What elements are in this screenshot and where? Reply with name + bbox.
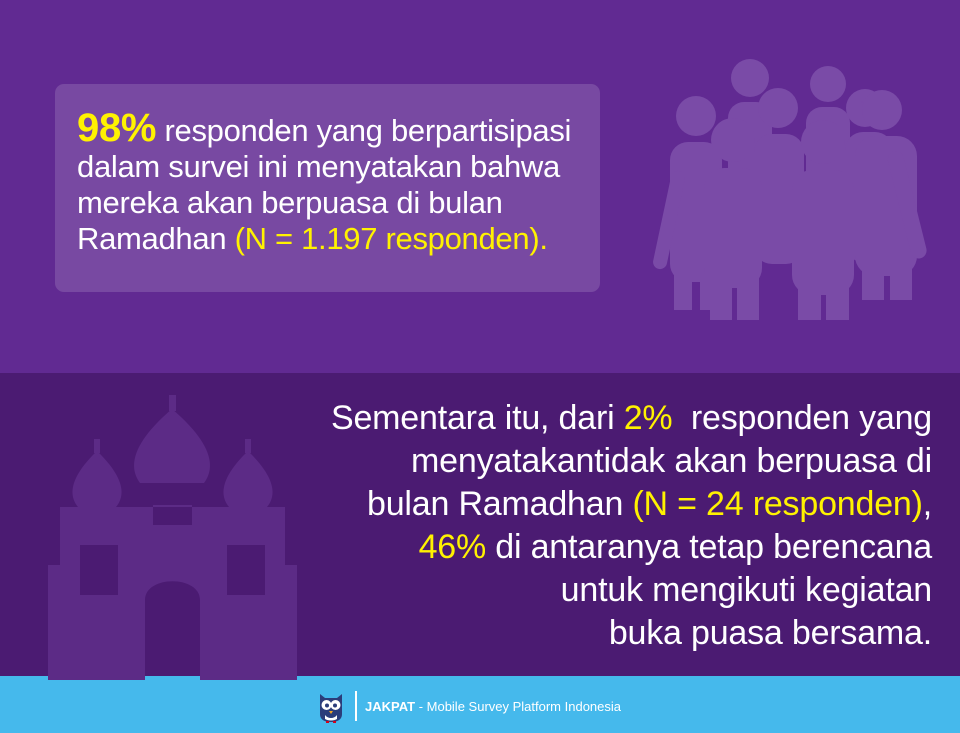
people-group-icon (653, 59, 927, 320)
footer-branding: JAKPAT - Mobile Survey Platform Indonesi… (315, 688, 621, 724)
mosque-icon (48, 395, 297, 680)
bottom-line-3-text-a: bulan Ramadhan (367, 485, 633, 523)
stat-description: responden yang berpartisipasi dalam surv… (77, 113, 572, 256)
bottom-line-5: untuk mengikuti kegiatan (560, 571, 933, 609)
bottom-line-1: Sementara itu, dari 2% responden yang (232, 397, 932, 440)
bottom-sample-size: (N = 24 responden) (632, 485, 923, 523)
bottom-line-1-text-b: responden yang (672, 399, 932, 437)
footer-divider (355, 691, 357, 721)
owl-logo-icon (320, 694, 342, 723)
footer-bar (0, 676, 960, 733)
bottom-percent-2: 2% (623, 399, 673, 437)
bottom-line-4: 46% di antaranya tetap berencana (232, 526, 933, 569)
bottom-paragraph: Sementara itu, dari 2% responden yang me… (232, 397, 932, 655)
stat-paragraph: 98% responden yang berpartisipasi dalam … (77, 108, 580, 257)
bottom-line-3-comma: , (922, 485, 932, 523)
stat-percent: 98% (77, 106, 157, 150)
bottom-line-2: menyatakantidak akan berpuasa di (411, 442, 932, 480)
bottom-percent-46: 46% (418, 528, 487, 566)
bottom-line-1-text-a: Sementara itu, dari (330, 399, 624, 437)
bottom-line-4-text: di antaranya tetap berencana (486, 528, 932, 566)
bottom-line-3: bulan Ramadhan (N = 24 responden), (232, 483, 932, 526)
stat-card: 98% responden yang berpartisipasi dalam … (55, 84, 600, 292)
footer-brand: JAKPAT (365, 698, 416, 714)
bottom-line-6: buka puasa bersama. (608, 614, 932, 652)
stat-sample-size: (N = 1.197 responden). (234, 221, 548, 256)
footer-text: JAKPAT - Mobile Survey Platform Indonesi… (365, 699, 621, 714)
footer-tagline: - Mobile Survey Platform Indonesia (415, 698, 622, 714)
